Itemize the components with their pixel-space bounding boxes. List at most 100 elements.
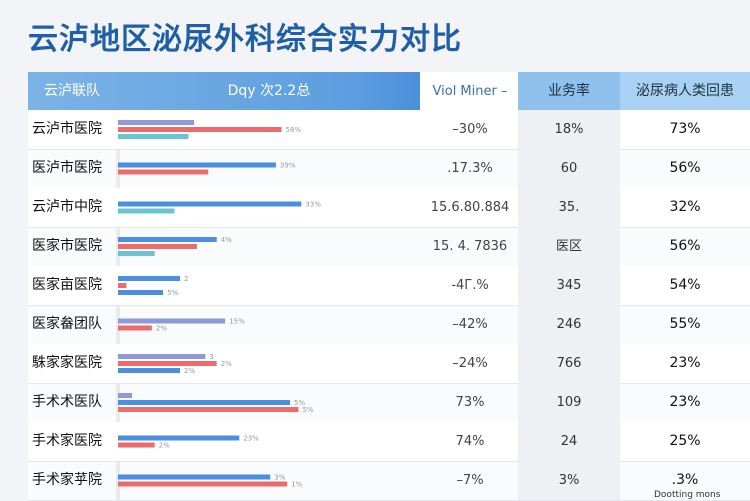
bar-purple bbox=[118, 354, 206, 359]
bar-group: 33% bbox=[118, 201, 321, 214]
bar-data-label: 23% bbox=[243, 435, 259, 443]
bar-blue bbox=[118, 276, 181, 281]
header-patients: 泌尿病人类回患 bbox=[620, 72, 750, 110]
bar-group: 4% bbox=[118, 236, 232, 256]
patient-rate-value: 56% bbox=[669, 160, 701, 176]
table-row: 医泸市医院 39% .17.3% 60 56% bbox=[28, 149, 750, 189]
hospital-name: 云泸市中院 bbox=[32, 199, 102, 215]
bar-data-label: 15% bbox=[229, 318, 245, 326]
table-row: 云泸市医院 58% –30% 18% 73% bbox=[28, 110, 750, 150]
metric-value: –30% bbox=[452, 122, 488, 137]
patient-rate-value: 23% bbox=[669, 394, 701, 410]
comparison-table: 云泸联队 Dqy 次2.2总 Viol Miner – 业务率 泌尿病人类回患 … bbox=[28, 72, 750, 501]
patient-rate-value: 54% bbox=[669, 277, 701, 293]
metric-value: 15.6.80.884 bbox=[430, 200, 510, 215]
patient-rate-value: .3% bbox=[671, 472, 699, 488]
bar-purple bbox=[118, 393, 133, 398]
bar-blue bbox=[118, 237, 217, 242]
bar-group: 15% 2% bbox=[118, 318, 245, 333]
bar-data-label: 4% bbox=[221, 236, 232, 244]
bar-group: 3% 1% bbox=[118, 474, 303, 489]
patient-rate-value: 23% bbox=[669, 355, 701, 371]
bar-teal bbox=[118, 134, 189, 139]
table-row: 云泸市中院 33% 15.6.80.884 35. 32% bbox=[28, 188, 750, 228]
bar-blue bbox=[118, 435, 240, 441]
table-row: 医家畚团队 15% 2% –42% 246 55% bbox=[28, 305, 750, 345]
table-row: 駯家家医院 3 2% 2% –24% 766 23% bbox=[28, 344, 750, 384]
hospital-name: 手术家苸院 bbox=[32, 472, 102, 488]
table-body: 云泸市医院 58% –30% 18% 73% 医泸市医院 39% .17.3% 60 56% 云泸市… bbox=[28, 110, 750, 501]
bar-data-label: 2% bbox=[156, 325, 167, 333]
table-row: 医家亩医院 2 5% -4Г.% 345 54% bbox=[28, 266, 750, 306]
bar-data-label: 2% bbox=[159, 442, 170, 450]
hospital-name: 手术家医院 bbox=[32, 433, 102, 449]
bar-data-label: 2 bbox=[184, 275, 188, 283]
bar-red bbox=[118, 283, 127, 288]
page-title: 云泸地区泌尿外科综合实力对比 bbox=[28, 22, 462, 57]
table-row: 医家市医院 4% 15. 4. 7836 医区 56% bbox=[28, 227, 750, 267]
bar-data-label: 5% bbox=[294, 399, 305, 407]
bar-blue bbox=[118, 290, 164, 295]
bar-data-label: 3% bbox=[274, 474, 285, 482]
bar-red bbox=[118, 442, 155, 448]
patient-rate-value: 55% bbox=[669, 316, 701, 332]
metric-value: -4Г.% bbox=[451, 278, 489, 293]
bar-purple bbox=[118, 120, 195, 125]
patient-rate-value: 32% bbox=[669, 199, 701, 215]
bar-data-label: 5% bbox=[167, 289, 178, 297]
bar-red bbox=[118, 361, 217, 366]
business-rate-value: 24 bbox=[518, 422, 620, 461]
bar-data-label: 3 bbox=[209, 353, 213, 361]
bar-group: 23% 2% bbox=[118, 435, 259, 450]
business-rate-value: 60 bbox=[518, 149, 620, 188]
business-rate-value: 3% bbox=[518, 461, 620, 500]
metric-value: –24% bbox=[452, 356, 488, 371]
business-rate-value: 18% bbox=[518, 110, 620, 149]
table-row: 手术家医院 23% 2% 74% 24 25% bbox=[28, 422, 750, 462]
hospital-name: 云泸市医院 bbox=[32, 121, 102, 137]
bar-group: 58% bbox=[118, 120, 302, 139]
metric-value: 15. 4. 7836 bbox=[432, 239, 508, 254]
bar-group: 5%5% bbox=[118, 393, 314, 414]
bar-group: 2 5% bbox=[118, 275, 189, 297]
bar-group: 3 2% 2% bbox=[118, 353, 232, 375]
metric-value: 73% bbox=[455, 395, 485, 410]
metric-value: –7% bbox=[456, 473, 484, 488]
bar-data-label: 58% bbox=[286, 126, 302, 134]
hospital-name: 駯家家医院 bbox=[32, 355, 102, 371]
header-team: 云泸联队 bbox=[44, 83, 100, 99]
table-header: 云泸联队 Dqy 次2.2总 Viol Miner – 业务率 泌尿病人类回患 bbox=[28, 72, 750, 110]
patient-rate-value: 73% bbox=[669, 121, 701, 137]
bar-red bbox=[118, 325, 152, 331]
bar-data-label: 1% bbox=[291, 481, 302, 489]
bar-data-label: 5% bbox=[302, 406, 313, 414]
bar-teal bbox=[118, 208, 175, 214]
bar-red bbox=[118, 481, 288, 487]
patient-rate-value: 25% bbox=[669, 433, 701, 449]
hospital-name: 医家亩医院 bbox=[32, 277, 102, 293]
business-rate-value: 109 bbox=[518, 383, 620, 422]
hospital-name: 医家市医院 bbox=[32, 238, 102, 254]
hospital-name: 手术术医队 bbox=[32, 394, 102, 410]
business-rate-value: 766 bbox=[518, 344, 620, 383]
bar-blue bbox=[118, 400, 291, 405]
bar-red bbox=[118, 127, 282, 132]
bar-data-label: 2% bbox=[184, 367, 195, 375]
table-row: 手术家苸院 3% 1% –7% 3% .3% bbox=[28, 461, 750, 501]
bar-purple bbox=[118, 318, 226, 324]
bar-red bbox=[118, 244, 197, 249]
header-business-rate: 业务率 bbox=[518, 72, 620, 110]
bar-blue bbox=[118, 368, 181, 373]
metric-value: .17.3% bbox=[447, 161, 493, 176]
bar-data-label: 2% bbox=[221, 360, 232, 368]
hospital-name: 医家畚团队 bbox=[32, 316, 102, 332]
bar-red bbox=[118, 169, 209, 175]
bar-blue bbox=[118, 201, 302, 207]
bar-data-label: 39% bbox=[280, 162, 296, 170]
hospital-name: 医泸市医院 bbox=[32, 160, 102, 176]
business-rate-value: 345 bbox=[518, 266, 620, 305]
bar-teal bbox=[118, 251, 155, 256]
header-bars: Dqy 次2.2总 bbox=[227, 83, 311, 99]
header-metric: Viol Miner – bbox=[420, 72, 520, 110]
business-rate-value: 医区 bbox=[518, 227, 620, 266]
